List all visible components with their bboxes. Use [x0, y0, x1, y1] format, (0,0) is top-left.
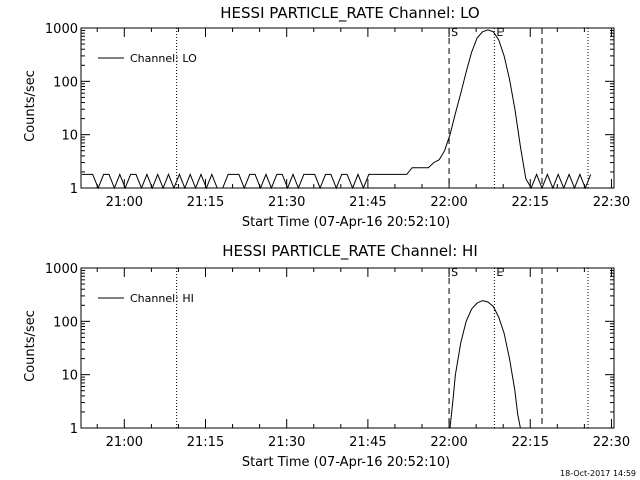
- y-tick-label: 1000: [45, 22, 78, 37]
- x-tick-label: 21:15: [187, 195, 224, 210]
- series-line: [81, 29, 592, 190]
- x-tick-label: 22:15: [512, 195, 549, 210]
- y-axis-label-hi: Counts/sec: [23, 310, 38, 382]
- y-tick-label: 1000: [45, 262, 78, 277]
- y-tick-label: 10: [61, 369, 78, 384]
- x-tick-label: 21:45: [349, 435, 386, 450]
- x-tick-label: 21:00: [106, 195, 143, 210]
- x-tick-label: 22:30: [593, 195, 630, 210]
- y-axis-label-lo: Counts/sec: [23, 70, 38, 142]
- x-tick-label: 21:30: [268, 435, 305, 450]
- y-tick-label: 10: [61, 129, 78, 144]
- panel-lo: HESSI PARTICLE_RATE Channel: LO Counts/s…: [23, 4, 630, 230]
- plot-frame: [80, 27, 615, 189]
- y-tick-label: 1: [70, 182, 78, 197]
- chart-title-hi: HESSI PARTICLE_RATE Channel: HI: [222, 242, 478, 261]
- x-axis-label-lo: Start Time (07-Apr-16 20:52:10): [242, 215, 450, 230]
- legend-label: Channel: LO: [130, 52, 197, 65]
- x-tick-label: 21:30: [268, 195, 305, 210]
- marker-label: E: [496, 266, 503, 279]
- y-tick-label: 100: [53, 315, 78, 330]
- x-tick-label: 21:45: [349, 195, 386, 210]
- marker-label: S: [451, 26, 458, 39]
- marker-label: S: [451, 266, 458, 279]
- marker-label: E: [496, 26, 503, 39]
- x-axis-label-hi: Start Time (07-Apr-16 20:52:10): [242, 455, 450, 470]
- plot-frame: [80, 267, 615, 429]
- footer-timestamp: 18-Oct-2017 14:59: [560, 469, 636, 478]
- series-line: [449, 300, 521, 429]
- chart-title-lo: HESSI PARTICLE_RATE Channel: LO: [220, 4, 479, 23]
- y-tick-label: 100: [53, 75, 78, 90]
- x-tick-label: 22:30: [593, 435, 630, 450]
- legend-label: Channel: HI: [130, 292, 194, 305]
- x-tick-label: 22:15: [512, 435, 549, 450]
- x-tick-label: 21:00: [106, 435, 143, 450]
- panel-hi: HESSI PARTICLE_RATE Channel: HI Counts/s…: [23, 242, 630, 470]
- x-tick-label: 21:15: [187, 435, 224, 450]
- x-tick-label: 22:00: [430, 435, 467, 450]
- x-tick-label: 22:00: [430, 195, 467, 210]
- y-tick-label: 1: [70, 422, 78, 437]
